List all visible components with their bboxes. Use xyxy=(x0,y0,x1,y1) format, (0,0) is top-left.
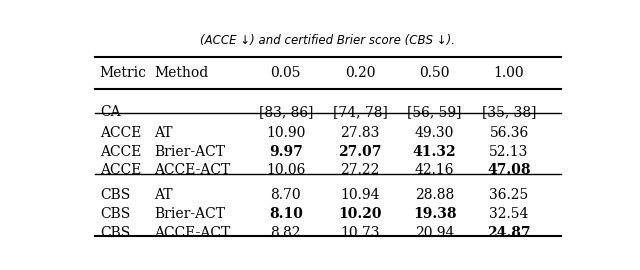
Text: 42.16: 42.16 xyxy=(415,163,454,177)
Text: 8.82: 8.82 xyxy=(271,226,301,240)
Text: ACCE: ACCE xyxy=(100,163,141,177)
Text: 47.08: 47.08 xyxy=(487,163,531,177)
Text: (ACCE ↓) and certified Brier score (CBS ↓).: (ACCE ↓) and certified Brier score (CBS … xyxy=(200,35,456,48)
Text: CBS: CBS xyxy=(100,226,130,240)
Text: 20.94: 20.94 xyxy=(415,226,454,240)
Text: 32.54: 32.54 xyxy=(490,207,529,221)
Text: 0.20: 0.20 xyxy=(345,66,376,80)
Text: 27.07: 27.07 xyxy=(339,145,382,159)
Text: 36.25: 36.25 xyxy=(490,188,529,202)
Text: 0.05: 0.05 xyxy=(271,66,301,80)
Text: 19.38: 19.38 xyxy=(413,207,456,221)
Text: Brier-ACT: Brier-ACT xyxy=(154,145,225,159)
Text: AT: AT xyxy=(154,188,173,202)
Text: Metric: Metric xyxy=(100,66,147,80)
Text: 1.00: 1.00 xyxy=(493,66,524,80)
Text: 52.13: 52.13 xyxy=(490,145,529,159)
Text: 0.50: 0.50 xyxy=(419,66,450,80)
Text: 10.06: 10.06 xyxy=(266,163,305,177)
Text: CBS: CBS xyxy=(100,207,130,221)
Text: [35, 38]: [35, 38] xyxy=(482,105,536,119)
Text: 49.30: 49.30 xyxy=(415,126,454,140)
Text: 28.88: 28.88 xyxy=(415,188,454,202)
Text: AT: AT xyxy=(154,126,173,140)
Text: 8.70: 8.70 xyxy=(271,188,301,202)
Text: ACCE-ACT: ACCE-ACT xyxy=(154,163,230,177)
Text: 27.22: 27.22 xyxy=(340,163,380,177)
Text: 8.10: 8.10 xyxy=(269,207,303,221)
Text: 10.90: 10.90 xyxy=(266,126,305,140)
Text: 10.94: 10.94 xyxy=(340,188,380,202)
Text: CA: CA xyxy=(100,105,120,119)
Text: 41.32: 41.32 xyxy=(413,145,456,159)
Text: 10.20: 10.20 xyxy=(339,207,382,221)
Text: 56.36: 56.36 xyxy=(490,126,529,140)
Text: ACCE: ACCE xyxy=(100,145,141,159)
Text: 10.73: 10.73 xyxy=(340,226,380,240)
Text: 9.97: 9.97 xyxy=(269,145,303,159)
Text: 24.87: 24.87 xyxy=(487,226,531,240)
Text: [83, 86]: [83, 86] xyxy=(259,105,313,119)
Text: CBS: CBS xyxy=(100,188,130,202)
Text: ACCE: ACCE xyxy=(100,126,141,140)
Text: Brier-ACT: Brier-ACT xyxy=(154,207,225,221)
Text: [74, 78]: [74, 78] xyxy=(333,105,388,119)
Text: [56, 59]: [56, 59] xyxy=(408,105,462,119)
Text: Method: Method xyxy=(154,66,209,80)
Text: 27.83: 27.83 xyxy=(340,126,380,140)
Text: ACCE-ACT: ACCE-ACT xyxy=(154,226,230,240)
